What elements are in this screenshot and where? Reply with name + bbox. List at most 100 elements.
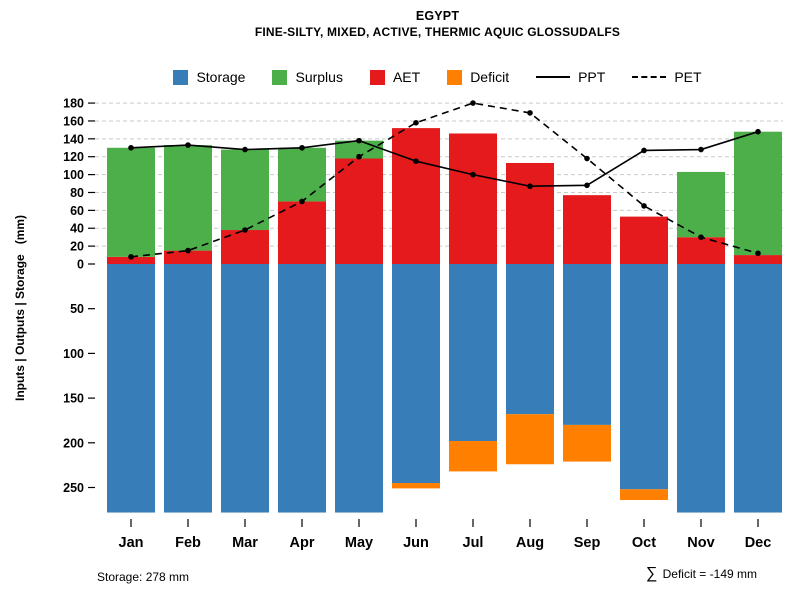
legend-label: PET (674, 69, 702, 85)
bar-aet-apr (278, 201, 326, 264)
ppt-line-sample-icon (536, 76, 571, 78)
y-axis-tick-label: 40 (70, 222, 84, 236)
x-axis-month-label: Mar (232, 535, 258, 551)
x-axis-month-label: May (345, 535, 373, 551)
bar-aet-nov (677, 237, 725, 264)
legend-label: Storage (196, 69, 246, 85)
sum-icon: ∑ (645, 565, 658, 582)
bar-storage-aug (506, 264, 554, 415)
legend-item-storage: Storage (173, 69, 245, 85)
y-axis-tick-label: 120 (63, 150, 84, 164)
pet-line (130, 102, 759, 258)
bar-aet-jul (449, 133, 497, 264)
bar-aet-jan (107, 256, 155, 264)
x-axis-month-label: Sep (574, 535, 601, 551)
storage-total-label: Storage: 278 mm (97, 570, 190, 584)
y-axis-tick-label: 0 (77, 258, 84, 272)
x-axis-month-label: Dec (745, 535, 772, 551)
x-axis-month-label: Oct (632, 535, 656, 551)
bar-aet-dec (734, 255, 782, 264)
legend-label: Surplus (295, 69, 343, 85)
pet-marker (185, 247, 191, 254)
bar-storage-apr (278, 264, 326, 513)
y-axis-tick-label: 60 (70, 204, 84, 218)
deficit-total-text: Deficit = -149 mm (659, 567, 757, 581)
legend-label: PPT (578, 69, 606, 85)
bar-aet-aug (506, 162, 554, 264)
pet-marker (356, 153, 362, 160)
legend-label: Deficit (470, 69, 510, 85)
bar-deficit-jun (392, 483, 440, 489)
bar-aet-jun (392, 128, 440, 264)
bar-surplus-feb (164, 145, 212, 251)
x-axis-month-label: Feb (175, 535, 201, 551)
pet-line-sample-icon (632, 76, 667, 78)
pet-marker (242, 227, 248, 233)
pet-marker (413, 119, 419, 126)
x-axis-month-label: Jan (119, 535, 144, 551)
ppt-marker (698, 146, 704, 153)
chart-title: EGYPT (415, 9, 460, 23)
bar-deficit-oct (620, 489, 668, 501)
surplus-swatch-icon (272, 69, 288, 85)
y-axis-title: Inputs | Outputs | Storage (mm) (13, 215, 27, 401)
bar-surplus-nov (677, 171, 725, 238)
y-axis-tick-label: 180 (63, 97, 84, 111)
bar-storage-jun (392, 264, 440, 484)
bar-storage-sep (563, 264, 611, 425)
ppt-marker (641, 147, 647, 154)
y-axis-tick-label: 160 (63, 114, 84, 128)
pet-marker (755, 250, 761, 257)
chart-subtitle: FINE-SILTY, MIXED, ACTIVE, THERMIC AQUIC… (254, 25, 621, 39)
legend-item-pet: PET (632, 69, 702, 85)
ppt-marker (413, 158, 419, 164)
bar-storage-mar (221, 264, 269, 513)
legend-label: AET (392, 69, 421, 85)
bar-storage-nov (677, 264, 725, 513)
bar-surplus-mar (221, 149, 269, 231)
bar-storage-feb (164, 264, 212, 513)
legend-item-surplus: Surplus (272, 69, 343, 85)
pet-marker (584, 155, 590, 162)
bar-storage-may (335, 264, 383, 513)
legend: Storage Surplus AET Deficit PPT PET (75, 66, 800, 88)
bar-storage-jul (449, 264, 497, 442)
ppt-line (130, 130, 759, 188)
pet-marker (299, 198, 305, 205)
pet-marker (641, 203, 647, 209)
bar-aet-mar (221, 230, 269, 264)
y-axis-tick-label: 80 (70, 186, 84, 200)
bar-storage-jan (107, 264, 155, 513)
bar-aet-may (335, 158, 383, 264)
bar-surplus-jan (107, 147, 155, 257)
y-axis-tick-label: 200 (63, 436, 84, 450)
bar-deficit-jul (449, 441, 497, 472)
y-axis-tick-label: 100 (63, 347, 84, 361)
bar-aet-feb (164, 250, 212, 264)
y-axis-tick-label: 150 (63, 392, 84, 406)
bar-storage-dec (734, 264, 782, 513)
y-axis-tick-label: 50 (70, 302, 84, 316)
ppt-marker (242, 146, 248, 153)
ppt-marker (527, 183, 533, 190)
legend-item-ppt: PPT (536, 69, 605, 85)
x-axis-month-label: Jun (403, 535, 429, 551)
bar-aet-oct (620, 216, 668, 264)
y-axis-tick-label: 100 (63, 168, 84, 182)
pet-marker (128, 254, 134, 260)
y-axis-tick-label: 140 (63, 132, 84, 146)
bar-deficit-aug (506, 414, 554, 465)
ppt-marker (470, 171, 476, 178)
x-axis-month-label: Aug (516, 535, 544, 551)
deficit-total-label: ∑ Deficit = -149 mm (646, 566, 757, 582)
ppt-marker (584, 182, 590, 189)
ppt-marker (185, 142, 191, 148)
storage-swatch-icon (173, 69, 189, 85)
bar-deficit-sep (563, 424, 611, 462)
pet-marker (527, 110, 533, 116)
legend-item-deficit: Deficit (447, 69, 509, 85)
ppt-marker (356, 137, 362, 144)
pet-marker (698, 234, 704, 240)
